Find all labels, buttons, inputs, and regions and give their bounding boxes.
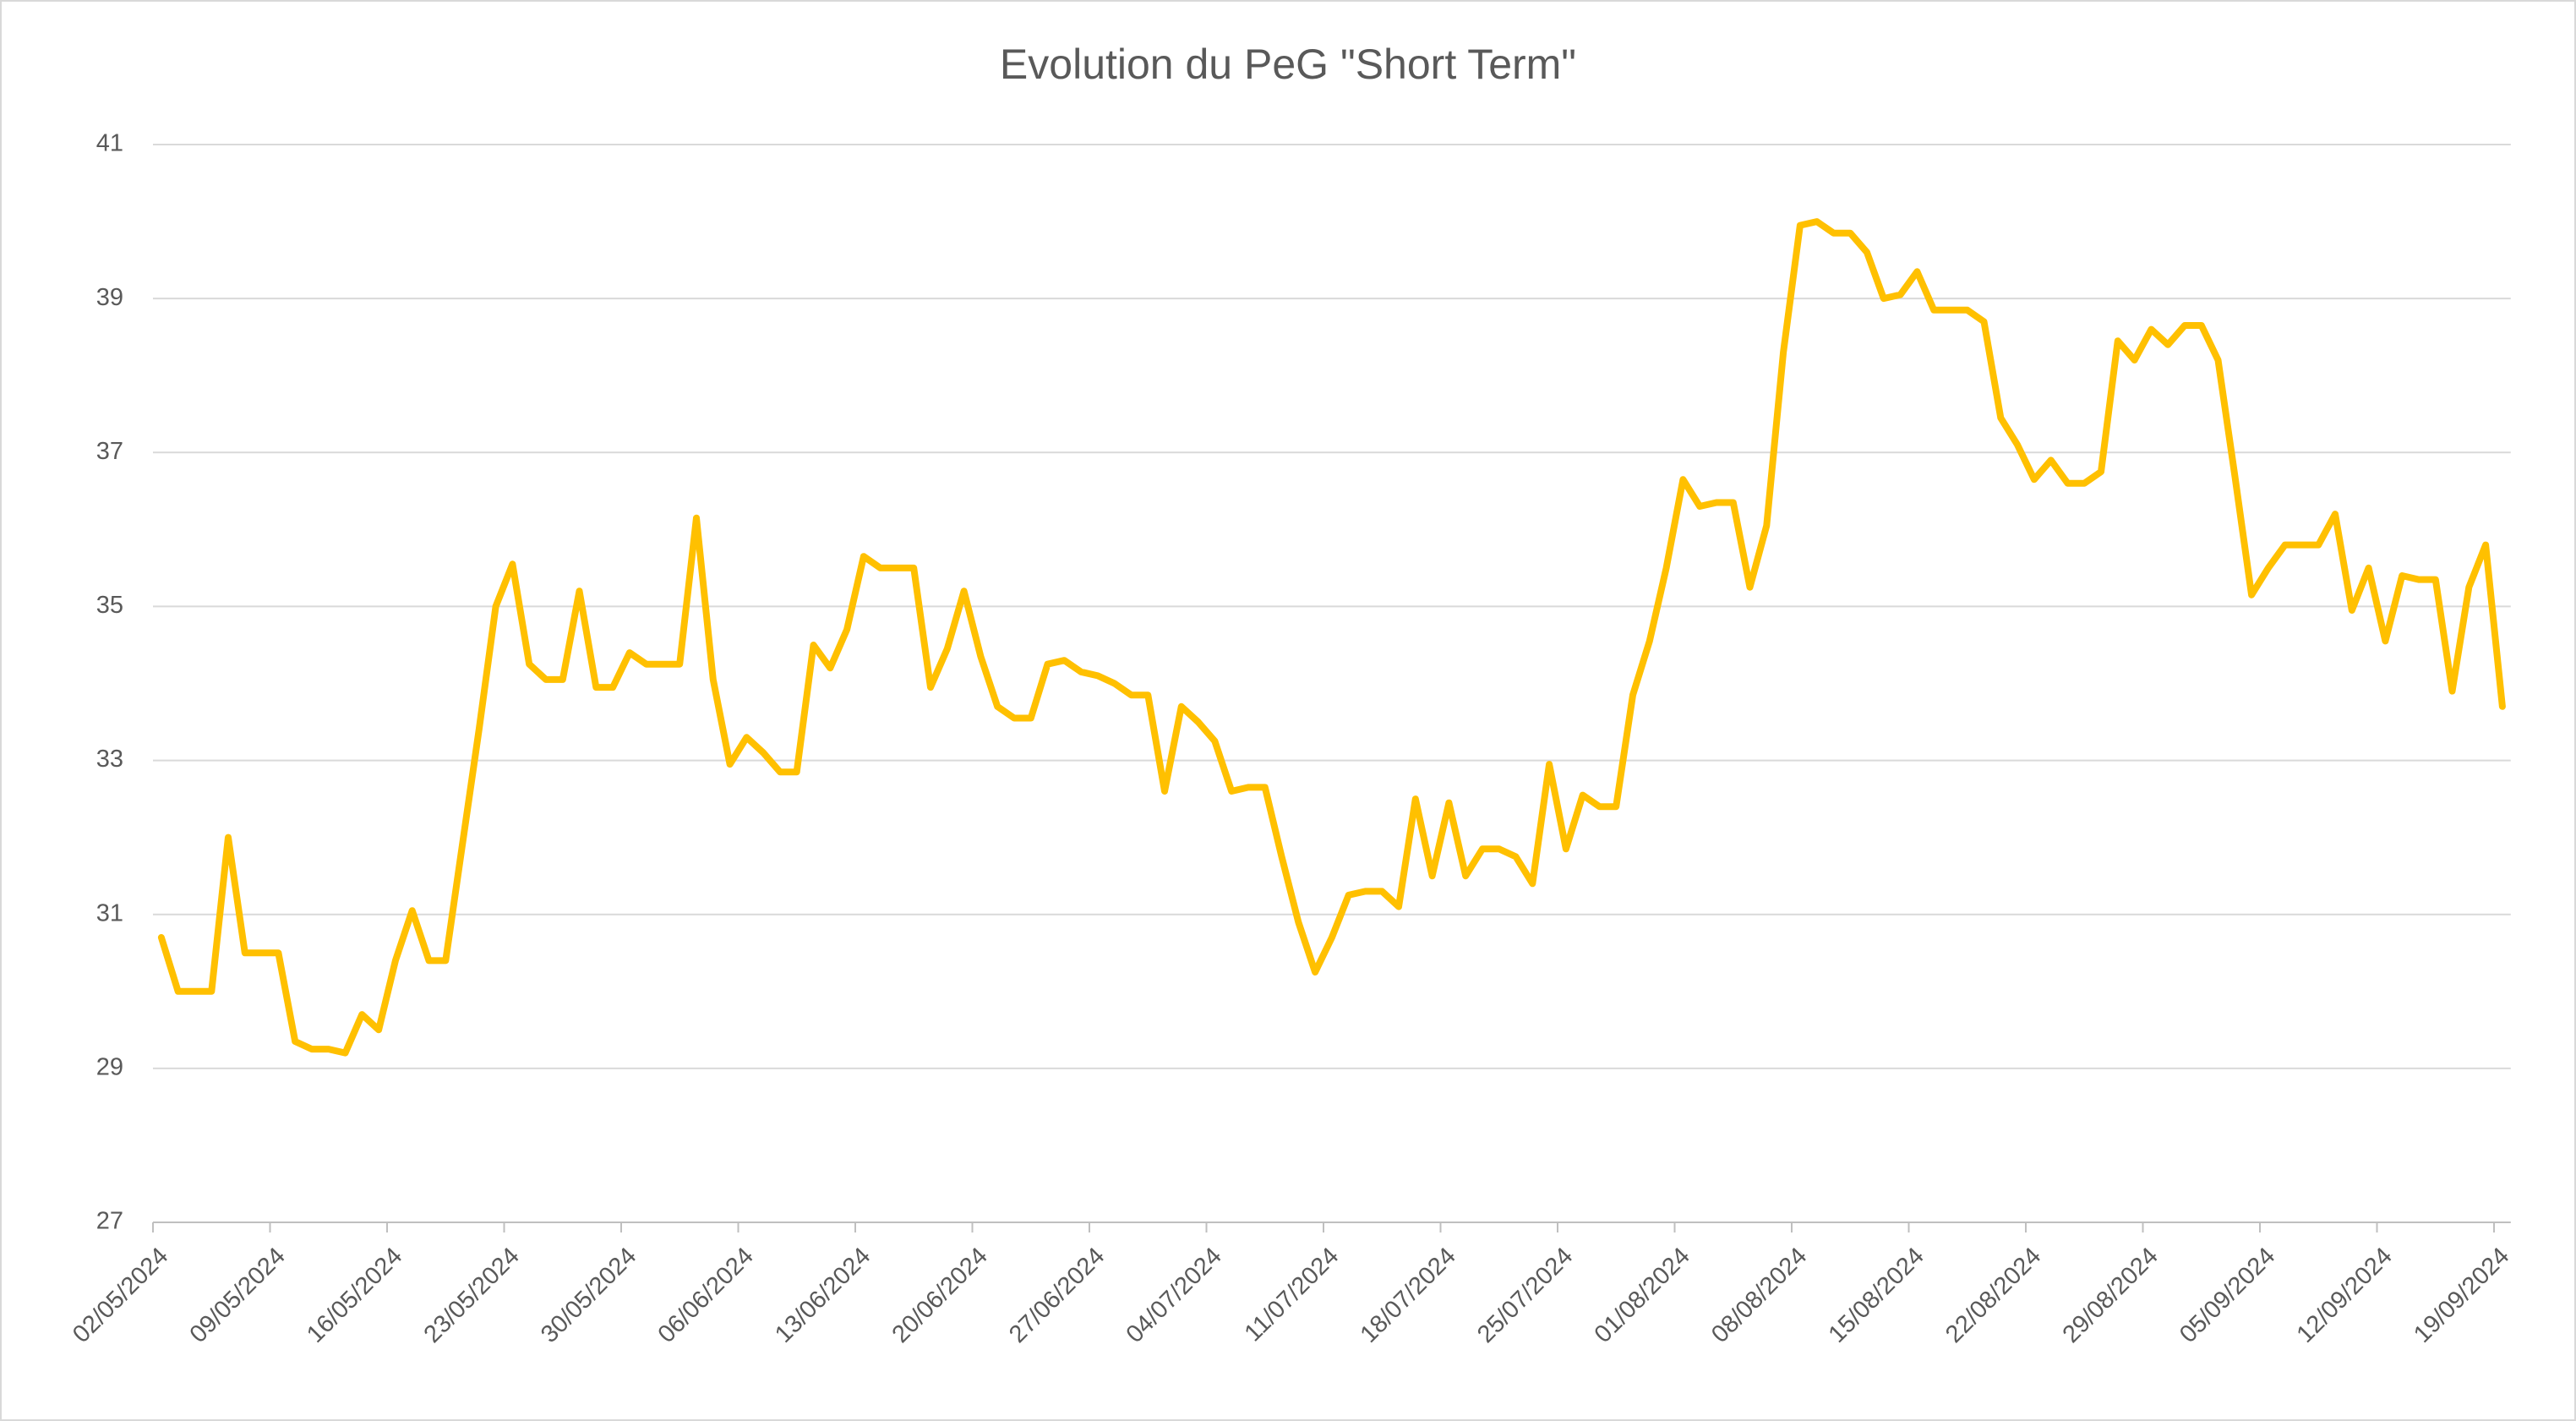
y-tick-label: 27 [96, 1208, 123, 1235]
y-tick-label: 33 [96, 746, 123, 773]
data-line [157, 218, 2506, 1057]
y-tick-label: 35 [96, 592, 123, 619]
y-tick-label: 31 [96, 899, 123, 926]
y-tick-label: 41 [96, 130, 123, 157]
y-tick-label: 29 [96, 1054, 123, 1081]
y-tick-label: 37 [96, 438, 123, 465]
chart-title: Evolution du PeG "Short Term" [1000, 41, 1576, 88]
y-tick-label: 39 [96, 284, 123, 311]
